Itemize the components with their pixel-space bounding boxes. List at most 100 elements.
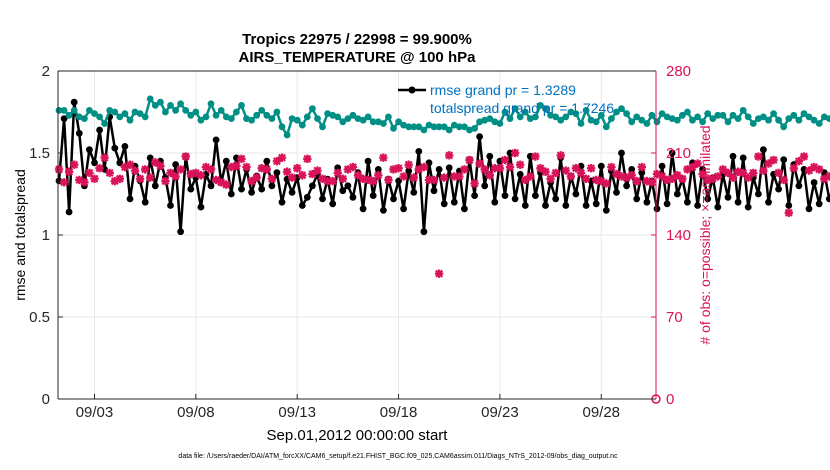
data-point: [471, 124, 478, 132]
obs-marker: [186, 169, 195, 179]
obs-marker: [348, 162, 358, 172]
obs-marker: [222, 180, 231, 189]
data-point: [70, 107, 78, 114]
obs-marker: [820, 174, 829, 183]
obs-marker: [602, 179, 611, 188]
data-point: [805, 113, 813, 121]
data-point: [141, 113, 149, 121]
obs-marker: [566, 172, 576, 181]
data-point: [233, 108, 240, 116]
data-point: [415, 148, 423, 155]
data-point: [369, 192, 377, 200]
data-point: [633, 195, 641, 203]
data-point: [729, 111, 737, 119]
series-layer: [54, 95, 830, 404]
data-point: [815, 120, 823, 127]
obs-marker: [728, 173, 738, 182]
axes: 09/03 09/08 09/13 09/18 09/23 09/28 0 0.5 1 1.5 2 0…: [29, 63, 691, 421]
data-point: [704, 195, 712, 203]
data-point: [400, 121, 407, 129]
data-point: [572, 190, 580, 198]
obs-marker: [510, 148, 520, 158]
data-point: [162, 108, 169, 116]
legend: rmse grand pr = 1.3289 totalspread grand…: [398, 82, 614, 116]
obs-marker: [434, 269, 444, 278]
data-point: [278, 123, 286, 131]
data-point: [542, 202, 549, 209]
data-point: [65, 208, 73, 216]
obs-marker: [59, 178, 69, 187]
data-point: [547, 111, 554, 119]
obs-marker: [779, 175, 788, 185]
data-point: [592, 118, 600, 126]
obs-marker: [723, 168, 733, 178]
obs-marker: [495, 164, 505, 173]
data-point: [303, 113, 311, 121]
obs-marker: [657, 172, 667, 181]
data-point: [552, 113, 560, 121]
data-point: [440, 200, 448, 208]
obs-marker: [90, 174, 99, 183]
data-point: [744, 203, 752, 211]
data-point: [136, 110, 144, 117]
obs-marker: [313, 166, 322, 175]
data-point: [192, 108, 200, 116]
obs-marker: [125, 160, 135, 169]
obs-marker: [267, 174, 277, 183]
data-point: [785, 115, 793, 122]
data-point: [248, 189, 256, 196]
data-point: [653, 118, 661, 126]
data-point: [309, 182, 316, 190]
obs-marker: [521, 175, 530, 185]
data-point: [324, 110, 331, 117]
data-point: [471, 192, 478, 200]
data-point: [187, 185, 195, 193]
data-point: [359, 116, 367, 124]
data-point: [329, 200, 337, 208]
data-point: [450, 198, 458, 206]
obs-marker: [612, 169, 621, 179]
data-point: [623, 110, 630, 117]
obs-marker: [541, 167, 550, 176]
data-point: [506, 115, 514, 122]
data-point: [765, 116, 772, 124]
data-point: [70, 98, 78, 106]
data-point: [349, 193, 357, 201]
data-point: [167, 102, 174, 109]
obs-marker: [450, 172, 459, 181]
obs-marker: [323, 176, 332, 186]
data-point: [673, 190, 681, 198]
data-point: [618, 149, 625, 157]
obs-marker: [171, 172, 180, 181]
obs-marker: [247, 176, 256, 186]
data-point: [521, 202, 529, 209]
data-point: [430, 187, 438, 195]
data-point: [749, 120, 757, 127]
data-point: [253, 111, 261, 119]
data-point: [775, 185, 782, 193]
obs-marker: [100, 153, 109, 162]
series-line: [57, 100, 830, 233]
obs-marker: [298, 171, 307, 180]
obs-marker: [419, 162, 429, 172]
legend-label-totalspread: totalspread grand pr = 1.7246: [430, 100, 614, 116]
data-point: [60, 115, 68, 122]
data-point: [445, 164, 453, 172]
obs-marker: [80, 178, 89, 187]
data-point: [75, 113, 83, 121]
data-point: [263, 111, 271, 119]
obs-marker: [151, 158, 160, 167]
data-point: [238, 102, 245, 109]
obs-marker: [369, 176, 378, 186]
data-point: [461, 123, 468, 131]
data-point: [689, 116, 696, 124]
data-point: [628, 166, 636, 173]
data-point: [496, 120, 504, 127]
obs-marker: [343, 165, 353, 174]
data-point: [339, 187, 347, 195]
data-point: [212, 111, 220, 119]
data-point: [825, 115, 830, 122]
obs-marker: [642, 176, 652, 186]
obs-marker: [293, 164, 302, 173]
obs-marker: [257, 164, 266, 173]
